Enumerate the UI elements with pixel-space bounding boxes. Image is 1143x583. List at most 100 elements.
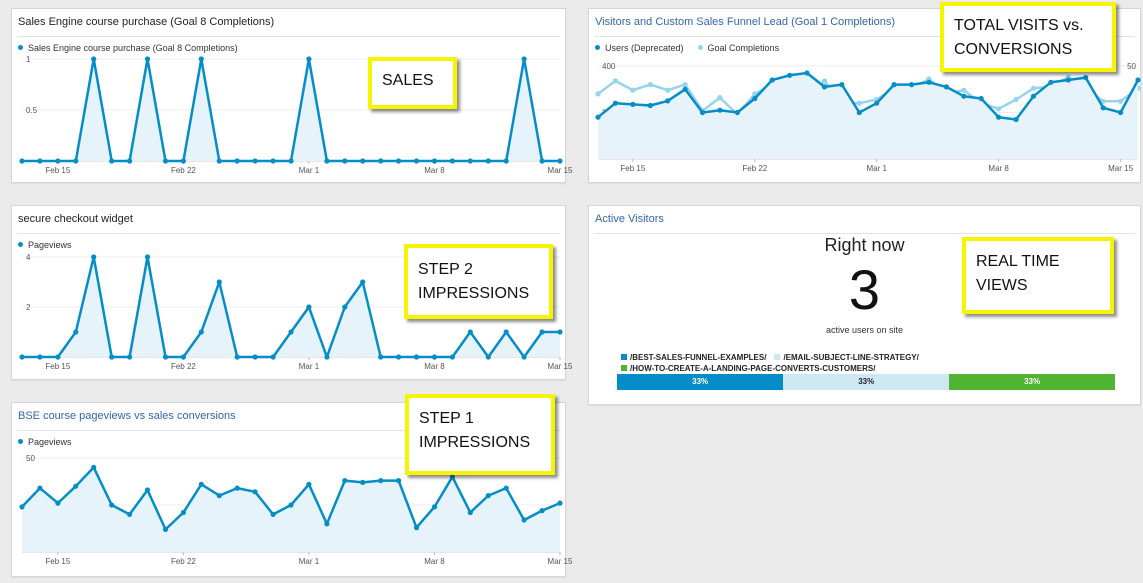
users-point [839,82,845,88]
users-point [996,114,1002,120]
series-dot-icon [18,45,23,51]
pageviews-point [162,526,169,532]
title-divider [594,233,1135,234]
pageviews-point [396,354,402,360]
step1-callout: STEP 1 IMPRESSIONS [405,394,555,475]
y-right-tick-label: 50 [1127,62,1136,71]
pageviews-point [288,158,294,164]
page-legend-item[interactable]: /EMAIL-SUBJECT-LINE-STRATEGY/ [774,352,919,363]
pageviews-point [521,56,527,62]
pageviews-point [144,254,151,260]
title-divider [17,233,560,234]
swatch-icon [621,364,627,371]
widget-title[interactable]: Visitors and Custom Sales Funnel Lead (G… [595,16,896,28]
pageviews-point [180,509,186,516]
users-point [1083,75,1089,81]
checkout-widget: secure checkout widget Pageviews 4 2 Feb 1… [11,205,573,380]
pageviews-point [234,158,240,164]
users-point [787,72,793,78]
goal-completions-point [1118,98,1124,104]
pageviews-point [270,354,276,360]
pageviews-point [396,478,402,484]
total-visits-callout: TOTAL VISITS vs. CONVERSIONS [940,2,1116,72]
y-tick-label: 0.5 [26,106,38,115]
pageviews-point [37,354,43,360]
pageviews-point [127,511,133,517]
x-tick-label: Feb 15 [620,164,645,173]
pageviews-point [127,354,133,360]
pageviews-point [324,158,330,164]
users-point [647,102,653,109]
x-tick-label: Feb 15 [45,166,70,175]
share-segment[interactable]: 33% [617,374,784,390]
pageviews-point [19,354,25,360]
step2-callout: STEP 2 IMPRESSIONS [404,244,553,319]
pageviews-point [55,158,61,164]
page-path: /HOW-TO-CREATE-A-LANDING-PAGE-CONVERTS-C… [630,364,876,373]
widget-title[interactable]: BSE course pageviews vs sales conversion… [18,410,236,422]
pageviews-point [378,478,384,484]
sales-widget: Sales Engine course purchase (Goal 8 Com… [11,8,573,183]
pageviews-point [216,279,222,285]
widget-title[interactable]: Sales Engine course purchase (Goal 8 Com… [18,16,275,28]
pageviews-point [413,525,420,531]
pageviews-point [37,158,43,164]
pageviews-point [198,329,204,335]
pageviews-point [73,329,79,335]
pageviews-point [467,329,473,335]
users-point [961,93,967,99]
pageviews-point [396,158,402,164]
series-dot-icon [18,242,23,248]
pageviews-area [22,59,560,161]
pageviews-point [485,354,491,360]
widget-title[interactable]: secure checkout widget [18,213,133,225]
share-segment[interactable]: 33% [783,374,950,390]
pageviews-point [37,485,43,491]
pageviews-point [449,158,455,164]
users-point [717,107,723,113]
y-tick-label: 1 [26,55,31,64]
x-tick-label: Mar 1 [299,166,320,175]
pageviews-point [342,158,348,164]
pageviews-point [162,354,169,360]
chart-legend: Sales Engine course purchase (Goal 8 Com… [18,43,238,53]
goal-completions-point [1013,96,1019,103]
pageviews-point [73,483,79,489]
legend-item-goals[interactable]: Goal Completions [697,43,779,53]
page-legend-item[interactable]: /BEST-SALES-FUNNEL-EXAMPLES/ [621,352,766,363]
pageviews-point [539,329,545,335]
pageviews-point [109,354,115,360]
users-point [874,100,880,106]
users-point [1030,93,1037,99]
goal-completions-point [595,91,601,97]
pageviews-point [521,517,527,523]
share-segment[interactable]: 33% [949,374,1115,390]
pageviews-point [467,509,473,516]
pageviews-point [485,158,491,164]
page-legend-item[interactable]: /HOW-TO-CREATE-A-LANDING-PAGE-CONVERTS-C… [621,363,875,374]
pageviews-point [144,487,151,493]
users-point [1118,109,1124,116]
pageviews-point [503,329,509,335]
widget-title[interactable]: Active Visitors [595,213,664,225]
users-point [943,84,949,90]
goal-completions-point [996,106,1002,112]
pageviews-point [180,354,186,360]
legend-item-users[interactable]: Users (Deprecated) [595,43,684,53]
realtime-callout: REAL TIME VIEWS [962,237,1114,314]
pageviews-point [288,502,294,508]
goal-completions-point [1100,98,1106,104]
x-tick-label: Mar 8 [424,557,445,566]
x-tick-label: Mar 8 [988,164,1009,173]
pageviews-point [19,504,25,510]
pageviews-point [431,504,438,510]
series-dot-icon [595,45,600,51]
pageviews-point [431,158,438,164]
pageviews-point [449,474,455,480]
pageviews-point [503,485,509,491]
pageviews-point [288,329,294,335]
pageviews-point [91,464,97,470]
pageviews-point [306,56,312,62]
